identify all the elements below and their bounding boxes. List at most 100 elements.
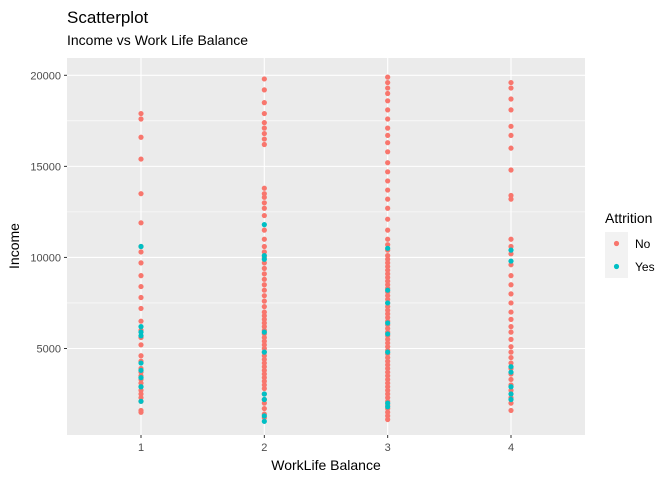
data-point-no xyxy=(385,271,391,277)
data-point-no xyxy=(508,273,514,279)
data-point-no xyxy=(508,407,514,414)
data-point-no xyxy=(138,353,144,359)
data-point-no xyxy=(261,342,267,348)
data-point-no xyxy=(385,205,391,211)
data-point-no xyxy=(261,334,267,341)
data-point-yes xyxy=(385,300,391,306)
data-point-no xyxy=(385,90,391,97)
data-point-no xyxy=(261,236,267,242)
data-point-no xyxy=(385,409,391,415)
data-point-no xyxy=(261,400,267,406)
data-point-no xyxy=(138,283,144,290)
data-point-no xyxy=(261,110,267,117)
data-point-no xyxy=(508,291,514,297)
data-point-no xyxy=(508,96,514,102)
data-point-no xyxy=(508,324,514,330)
data-point-no xyxy=(138,273,144,279)
data-point-no xyxy=(385,116,391,122)
legend-title: Attrition xyxy=(605,210,652,226)
legend-items: No Yes xyxy=(605,232,655,278)
data-point-yes xyxy=(508,258,514,264)
data-point-no xyxy=(385,74,391,80)
data-point-yes xyxy=(261,256,267,262)
data-point-no xyxy=(261,87,267,93)
data-point-no xyxy=(138,395,144,401)
data-point-no xyxy=(385,263,391,270)
data-point-no xyxy=(138,380,144,386)
data-point-no xyxy=(385,196,391,202)
data-point-no xyxy=(261,282,267,288)
y-tick-label: 20000 xyxy=(30,70,61,82)
data-point-no xyxy=(138,318,144,324)
data-point-no xyxy=(385,365,391,372)
data-point-yes xyxy=(385,400,391,406)
data-point-yes xyxy=(261,391,267,397)
data-point-no xyxy=(261,249,267,255)
data-point-yes xyxy=(385,404,391,410)
data-point-no xyxy=(261,298,267,304)
data-point-no xyxy=(385,85,391,91)
chart-title: Scatterplot xyxy=(67,8,149,27)
data-point-no xyxy=(261,260,267,266)
x-tick-label: 2 xyxy=(261,442,267,454)
data-point-no xyxy=(261,385,267,392)
legend-label-yes: Yes xyxy=(635,260,655,274)
data-point-no xyxy=(385,384,391,390)
data-point-no xyxy=(261,205,267,211)
data-point-no xyxy=(385,125,391,131)
data-point-no xyxy=(261,276,267,282)
data-point-yes xyxy=(138,398,144,404)
data-point-yes xyxy=(385,245,391,251)
data-point-no xyxy=(138,294,144,301)
data-point-no xyxy=(261,367,267,373)
data-point-no xyxy=(385,256,391,262)
data-point-no xyxy=(261,353,267,359)
data-point-no xyxy=(508,360,514,366)
x-tick-label: 3 xyxy=(385,442,391,454)
data-point-no xyxy=(385,358,391,364)
data-point-no xyxy=(508,336,514,342)
data-point-yes xyxy=(385,331,391,337)
data-point-no xyxy=(261,293,267,299)
data-point-no xyxy=(261,405,267,412)
x-tick-label: 1 xyxy=(138,442,144,454)
data-point-no xyxy=(138,134,144,140)
legend: Attrition No Yes xyxy=(605,210,655,278)
data-point-no xyxy=(508,85,514,91)
data-point-no xyxy=(261,271,267,277)
y-tick-label: 15000 xyxy=(30,161,61,173)
data-point-no xyxy=(138,249,144,255)
data-point-no xyxy=(261,265,267,271)
data-point-no xyxy=(508,196,514,202)
data-point-no xyxy=(261,313,267,319)
y-axis-title: Income xyxy=(6,223,22,269)
data-point-yes xyxy=(261,253,267,259)
data-point-no xyxy=(261,364,267,370)
data-point-no xyxy=(508,167,514,173)
data-point-no xyxy=(261,191,267,197)
data-point-no xyxy=(385,314,391,321)
data-point-no xyxy=(261,125,267,131)
data-point-no xyxy=(508,251,514,257)
data-point-no xyxy=(508,123,514,129)
data-point-no xyxy=(261,141,267,148)
data-point-no xyxy=(261,76,267,82)
data-point-no xyxy=(138,407,144,414)
data-point-no xyxy=(508,329,514,335)
data-point-no xyxy=(385,282,391,288)
data-point-no xyxy=(508,192,514,199)
data-point-no xyxy=(508,107,514,113)
data-point-no xyxy=(385,416,391,423)
legend-symbol-yes xyxy=(613,263,620,270)
data-point-no xyxy=(385,160,391,166)
data-point-no xyxy=(508,282,514,288)
data-point-no xyxy=(508,300,514,306)
y-axis-ticks: 5000 10000 15000 20000 xyxy=(30,70,67,355)
data-point-no xyxy=(385,376,391,383)
data-point-yes xyxy=(508,391,514,397)
data-point-no xyxy=(138,191,144,197)
data-point-yes xyxy=(508,364,514,370)
data-point-no xyxy=(508,132,514,139)
data-point-no xyxy=(385,340,391,346)
data-point-yes xyxy=(261,349,267,355)
